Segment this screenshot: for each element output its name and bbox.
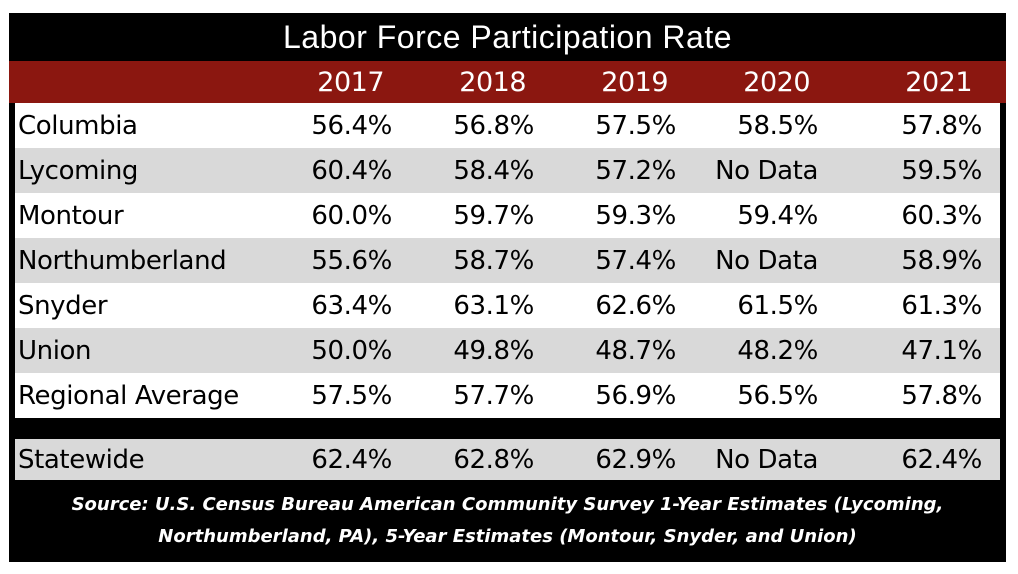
table-cell: 62.6%	[595, 290, 676, 321]
table-cell: 49.8%	[453, 335, 534, 366]
table-frame: Labor Force Participation Rate 2017 2018…	[9, 13, 1006, 562]
table-cell: 60.3%	[901, 200, 982, 231]
table-cell: 59.4%	[737, 200, 818, 231]
header-year: 2018	[459, 66, 526, 98]
table-title: Labor Force Participation Rate	[283, 18, 732, 55]
table-cell: 62.9%	[595, 445, 676, 475]
table-cell: No Data	[715, 245, 818, 276]
table-cell: 60.0%	[311, 200, 392, 231]
source-line: Source: U.S. Census Bureau American Comm…	[71, 494, 944, 515]
table-cell: 56.5%	[737, 380, 818, 411]
table-cell: 56.4%	[311, 110, 392, 141]
table-row: Montour 60.0% 59.7% 59.3% 59.4% 60.3%	[15, 193, 1000, 238]
table-cell: 63.4%	[311, 290, 392, 321]
table-cell: 57.7%	[453, 380, 534, 411]
table-cell: 55.6%	[311, 245, 392, 276]
header-year: 2017	[317, 66, 384, 98]
table-row: Columbia 56.4% 56.8% 57.5% 58.5% 57.8%	[15, 103, 1000, 148]
table-cell: 62.8%	[453, 445, 534, 475]
table-cell: 61.3%	[901, 290, 982, 321]
row-label: Statewide	[18, 445, 145, 475]
table-row: Northumberland 55.6% 58.7% 57.4% No Data…	[15, 238, 1000, 283]
table-cell: 63.1%	[453, 290, 534, 321]
table-cell: 57.5%	[595, 110, 676, 141]
table-cell: 58.7%	[453, 245, 534, 276]
table-row: Snyder 63.4% 63.1% 62.6% 61.5% 61.3%	[15, 283, 1000, 328]
table-cell: 48.7%	[595, 335, 676, 366]
table-cell: 62.4%	[901, 445, 982, 475]
header-year: 2021	[905, 66, 972, 98]
table-cell: 59.7%	[453, 200, 534, 231]
header-year: 2019	[601, 66, 668, 98]
row-label: Montour	[18, 200, 124, 231]
table-cell: 48.2%	[737, 335, 818, 366]
table-cell: 61.5%	[737, 290, 818, 321]
table-cell: 57.8%	[901, 380, 982, 411]
table-cell: 57.5%	[311, 380, 392, 411]
table-cell: 47.1%	[901, 335, 982, 366]
table-cell: 56.9%	[595, 380, 676, 411]
source-line: Northumberland, PA), 5-Year Estimates (M…	[158, 526, 857, 547]
county-rows: Columbia 56.4% 56.8% 57.5% 58.5% 57.8% L…	[15, 103, 1000, 418]
table-cell: 57.8%	[901, 110, 982, 141]
statewide-row: Statewide 62.4% 62.8% 62.9% No Data 62.4…	[15, 438, 1000, 480]
table-row: Lycoming 60.4% 58.4% 57.2% No Data 59.5%	[15, 148, 1000, 193]
table-row: Regional Average 57.5% 57.7% 56.9% 56.5%…	[15, 373, 1000, 418]
table-cell: 62.4%	[311, 445, 392, 475]
table-cell: No Data	[715, 155, 818, 186]
table-cell: 57.4%	[595, 245, 676, 276]
table-cell: 56.8%	[453, 110, 534, 141]
row-label: Regional Average	[18, 380, 239, 411]
year-header-row: 2017 2018 2019 2020 2021	[9, 61, 1006, 103]
table-cell: 58.5%	[737, 110, 818, 141]
table-cell: 59.5%	[901, 155, 982, 186]
row-label: Union	[18, 335, 92, 366]
table-cell: 58.9%	[901, 245, 982, 276]
row-label: Columbia	[18, 110, 138, 141]
source-note: Source: U.S. Census Bureau American Comm…	[9, 480, 1006, 562]
table-cell: 57.2%	[595, 155, 676, 186]
row-label: Snyder	[18, 290, 108, 321]
table-cell: 59.3%	[595, 200, 676, 231]
table-cell: No Data	[715, 445, 818, 475]
table-cell: 58.4%	[453, 155, 534, 186]
header-year: 2020	[743, 66, 810, 98]
table-row: Union 50.0% 49.8% 48.7% 48.2% 47.1%	[15, 328, 1000, 373]
table-cell: 50.0%	[311, 335, 392, 366]
table-cell: 60.4%	[311, 155, 392, 186]
row-label: Northumberland	[18, 245, 227, 276]
row-label: Lycoming	[18, 155, 139, 186]
